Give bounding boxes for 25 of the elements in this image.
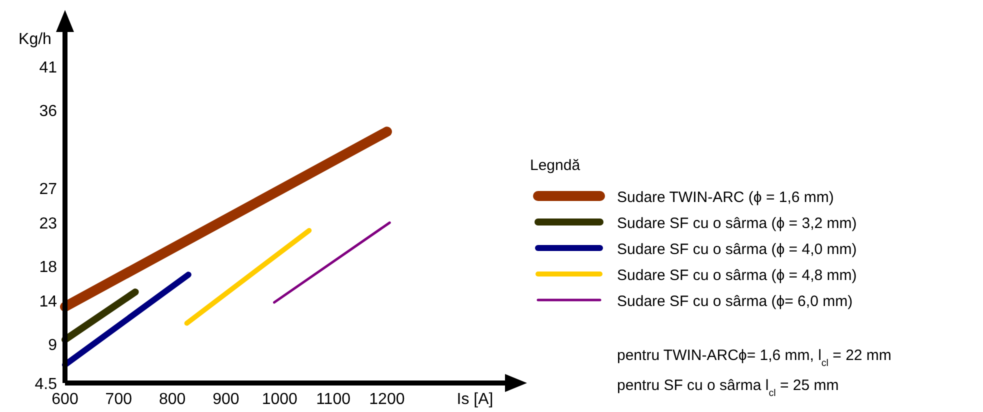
legend-label: Sudare SF cu o sârma (ϕ= 6,0 mm) — [617, 293, 853, 310]
x-tick-label: 900 — [212, 391, 240, 408]
y-tick-label: 27 — [39, 181, 58, 198]
x-tick-label: 800 — [158, 391, 186, 408]
x-tick-label: 1200 — [369, 391, 405, 408]
y-axis-title: Kg/h — [18, 31, 52, 48]
y-tick-label: 36 — [39, 103, 58, 120]
text: pentru SF cu o sârma l$_{cl}$ = 25 mm — [617, 377, 839, 398]
legend-label: Sudare SF cu o sârma (ϕ = 4,8 mm) — [617, 267, 857, 284]
y-tick-label: 41 — [39, 60, 58, 77]
x-axis-title: Is [A] — [456, 391, 494, 408]
y-tick-label: 4.5 — [34, 376, 58, 393]
x-tick-label: 1000 — [262, 391, 298, 408]
text: pentru TWIN-ARCϕ= 1,6 mm, l$_{cl}$ = 22 mm — [617, 347, 892, 368]
x-tick-label: 600 — [52, 391, 78, 408]
x-tick-label: 700 — [105, 391, 132, 408]
y-tick-label: 14 — [39, 294, 58, 311]
legend-label: Sudare SF cu o sârma (ϕ = 4,0 mm) — [617, 241, 857, 258]
legend-label: Sudare TWIN-ARC (ϕ = 1,6 mm) — [617, 189, 834, 206]
x-tick-label: 1100 — [316, 391, 351, 408]
y-tick-label: 9 — [48, 337, 58, 354]
y-tick-label: 23 — [39, 216, 58, 233]
legend-label: Sudare SF cu o sârma (ϕ = 3,2 mm) — [617, 215, 857, 232]
legend-title: Legndă — [530, 157, 581, 174]
y-tick-label: 18 — [39, 259, 58, 276]
